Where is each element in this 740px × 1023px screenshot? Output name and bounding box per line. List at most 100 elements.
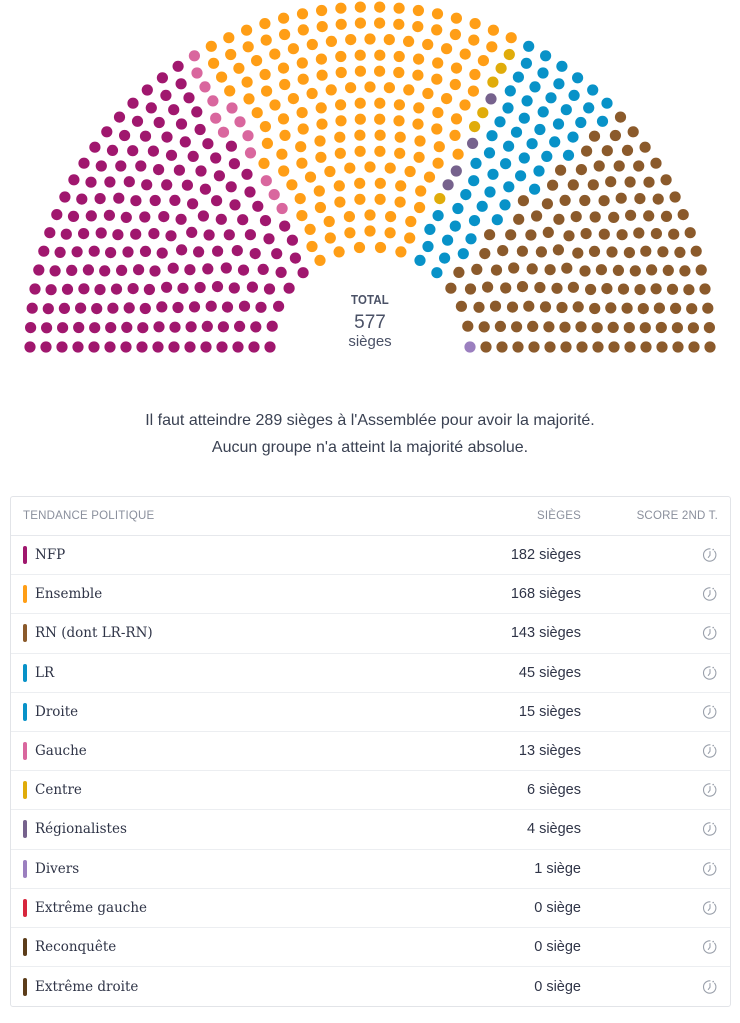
seat <box>194 123 206 136</box>
seat <box>278 165 290 177</box>
seat <box>469 18 481 30</box>
seat <box>200 341 212 353</box>
seat <box>384 162 396 174</box>
score-cell[interactable] <box>595 625 730 641</box>
seat <box>542 226 554 238</box>
seat <box>316 4 328 17</box>
table-row-11: Extrême droite 0 siège <box>11 967 730 1006</box>
clock-icon[interactable] <box>702 979 718 995</box>
score-cell[interactable] <box>595 547 730 563</box>
seat <box>221 301 234 313</box>
seat <box>516 245 529 257</box>
seat <box>431 24 443 36</box>
seat <box>541 150 553 162</box>
clock-icon[interactable] <box>702 821 718 837</box>
score-cell[interactable] <box>595 665 730 681</box>
total-unit: sièges <box>348 333 392 350</box>
seat <box>471 263 483 275</box>
seat <box>486 41 498 53</box>
seat <box>404 165 416 178</box>
seat <box>185 321 197 333</box>
score-cell[interactable] <box>595 861 730 877</box>
seat <box>384 227 396 239</box>
seat <box>541 198 554 210</box>
seat <box>210 112 222 124</box>
seat <box>464 341 476 353</box>
seat <box>175 118 188 130</box>
seat <box>393 50 405 63</box>
seat <box>191 106 203 118</box>
clock-icon[interactable] <box>702 547 718 563</box>
seat <box>54 246 66 258</box>
seat <box>335 50 347 63</box>
seat <box>295 141 307 153</box>
seat <box>583 102 595 114</box>
seat <box>51 209 63 221</box>
score-cell[interactable] <box>595 979 730 995</box>
score-cell[interactable] <box>595 939 730 955</box>
seat <box>374 145 386 157</box>
seat <box>540 50 552 62</box>
seat <box>297 123 309 135</box>
clock-icon[interactable] <box>702 625 718 641</box>
seat <box>168 341 180 353</box>
seat <box>168 104 180 116</box>
score-cell[interactable] <box>595 704 730 720</box>
clock-icon[interactable] <box>702 743 718 759</box>
score-cell[interactable] <box>595 782 730 798</box>
seat <box>286 234 298 246</box>
seat <box>316 21 328 33</box>
seat <box>131 115 144 127</box>
seat <box>325 35 337 48</box>
score-cell[interactable] <box>595 900 730 916</box>
score-cell[interactable] <box>595 821 730 837</box>
seat <box>145 102 157 114</box>
seat <box>205 40 217 52</box>
seat <box>587 84 599 96</box>
seat <box>469 121 481 133</box>
seat <box>657 246 669 258</box>
seat <box>433 141 445 153</box>
seat <box>614 111 627 123</box>
clock-icon[interactable] <box>702 704 718 720</box>
seat <box>135 160 147 172</box>
seat <box>59 191 71 203</box>
seat <box>130 228 142 240</box>
seat <box>568 89 580 101</box>
score-cell[interactable] <box>595 586 730 602</box>
seat <box>504 85 516 97</box>
seat <box>596 115 609 127</box>
seat <box>42 303 54 315</box>
seat <box>464 283 477 295</box>
party-color-swatch <box>23 977 27 996</box>
seat <box>601 97 613 109</box>
party-color-swatch <box>23 898 27 917</box>
seat <box>78 228 90 240</box>
seat <box>101 126 113 138</box>
seat <box>95 227 107 239</box>
results-table: TENDANCE POLITIQUE SIÈGES SCORE 2ND T. N… <box>10 496 731 1008</box>
clock-icon[interactable] <box>702 939 718 955</box>
seat <box>374 113 386 125</box>
clock-icon[interactable] <box>702 665 718 681</box>
seat <box>395 180 407 192</box>
seat <box>562 149 575 161</box>
table-row-5: Gauche 13 sièges <box>11 732 730 772</box>
seat <box>487 76 499 88</box>
seat <box>78 283 90 295</box>
seat <box>306 87 318 100</box>
seat <box>199 183 211 195</box>
clock-icon[interactable] <box>702 782 718 798</box>
seat <box>191 67 203 79</box>
clock-icon[interactable] <box>702 861 718 877</box>
clock-icon[interactable] <box>702 586 718 602</box>
seat <box>567 179 579 191</box>
seat <box>674 246 686 258</box>
seat <box>439 252 451 264</box>
clock-icon[interactable] <box>702 900 718 916</box>
seat <box>91 303 103 315</box>
seat <box>212 245 224 257</box>
score-cell[interactable] <box>595 743 730 759</box>
seat <box>261 137 273 149</box>
header-score: SCORE 2ND T. <box>636 510 718 522</box>
